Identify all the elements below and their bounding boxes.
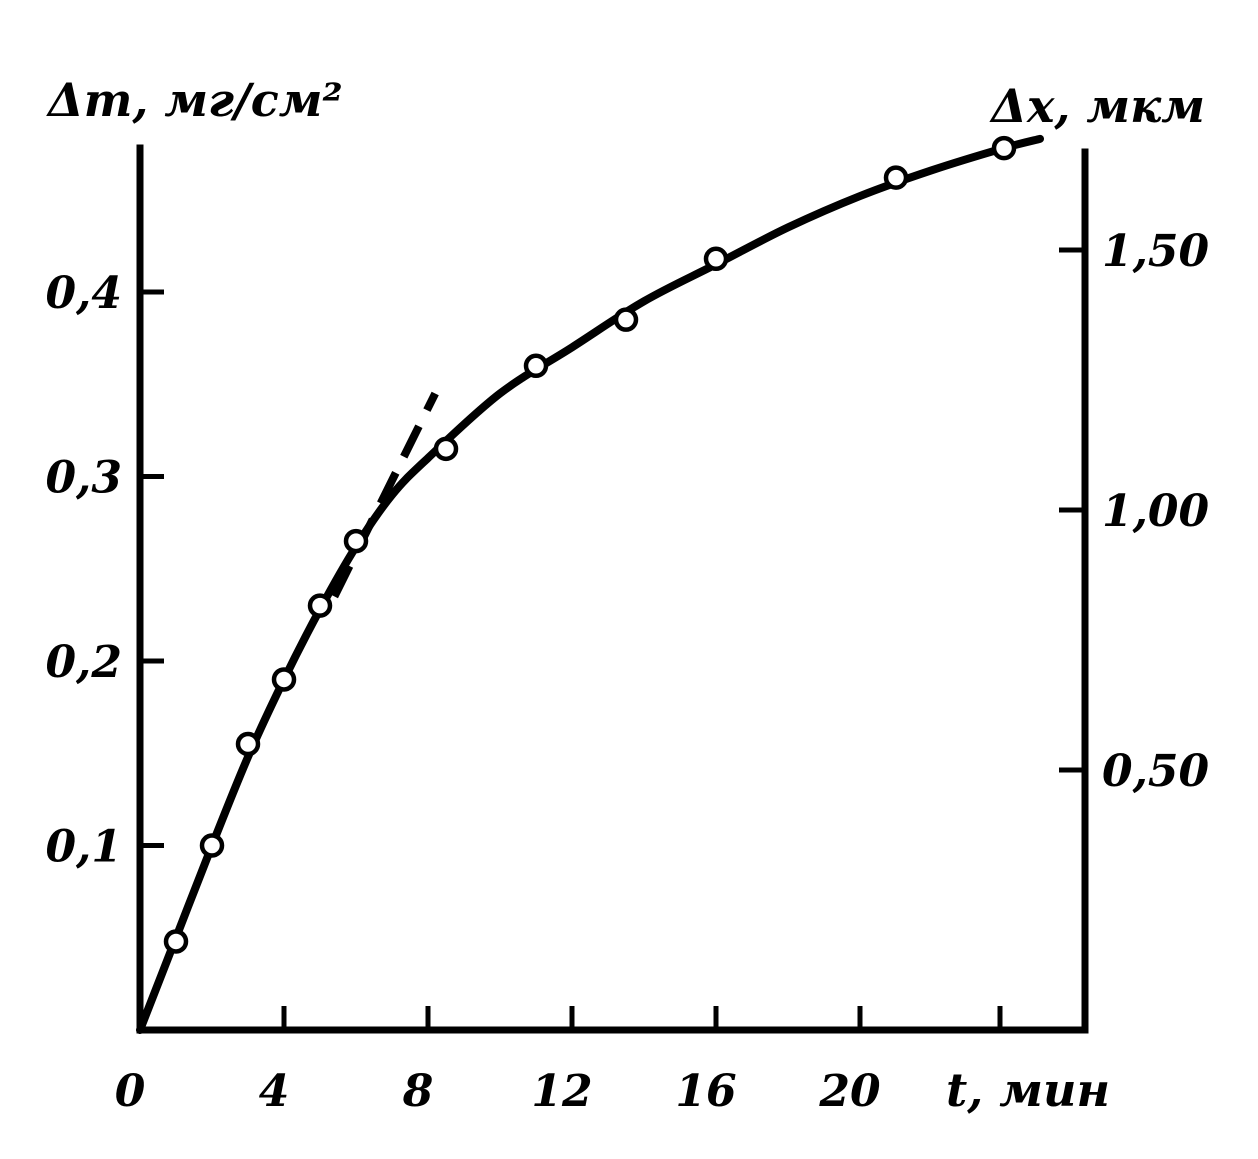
x-tick-label: 16 — [675, 1066, 736, 1117]
y-right-tick-label: 1,50 — [1102, 226, 1210, 277]
data-point — [271, 667, 297, 692]
initial-slope-line — [330, 391, 439, 599]
x-tick-label: 0 — [115, 1066, 146, 1117]
data-point — [199, 833, 225, 858]
fitted-curve — [136, 134, 1044, 1034]
data-point — [163, 929, 189, 954]
y-right-tick-label: 1,00 — [1102, 486, 1210, 537]
data-point — [235, 731, 261, 757]
data-points-layer — [163, 135, 1017, 954]
x-tick-label: 8 — [402, 1066, 434, 1117]
data-point — [433, 436, 459, 462]
data-point — [703, 246, 729, 272]
x-axis-title: t, мин — [946, 1063, 1110, 1117]
y-left-tick-label: 0,2 — [45, 637, 122, 688]
y-right-axis-title: Δx, мкм — [989, 79, 1205, 133]
x-tick-label: 20 — [818, 1066, 881, 1117]
data-point — [613, 307, 639, 332]
data-point — [523, 353, 549, 379]
x-tick-label: 4 — [259, 1066, 290, 1117]
ticks-layer — [140, 247, 1085, 1030]
data-point — [307, 593, 333, 618]
tick-labels-layer: 0 4 8 12 16 20 0,1 0,2 0,3 0,4 0,50 1,00 1,50 — [45, 226, 1209, 1117]
y-left-axis-title: Δm, мг/см² — [46, 73, 343, 127]
y-left-tick-label: 0,1 — [45, 822, 122, 873]
data-point — [343, 528, 369, 554]
data-point — [991, 135, 1017, 161]
data-point — [883, 165, 909, 190]
y-left-tick-label: 0,3 — [45, 453, 122, 504]
y-right-tick-label: 0,50 — [1102, 746, 1210, 797]
y-left-tick-label: 0,4 — [45, 268, 122, 319]
x-tick-label: 12 — [531, 1066, 592, 1117]
